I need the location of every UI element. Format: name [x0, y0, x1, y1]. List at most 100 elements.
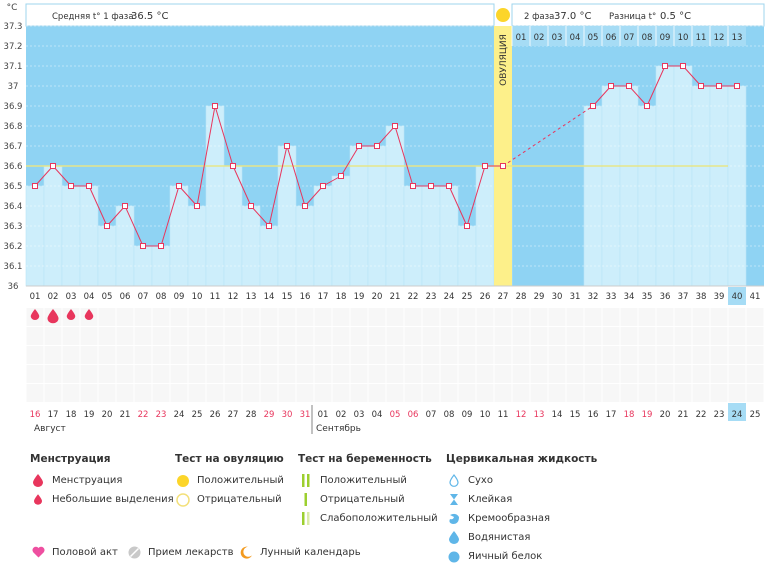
phase2-day-label: 13: [732, 33, 743, 43]
day-number-label: 21: [390, 292, 401, 302]
temp-line-segment: [196, 105, 216, 207]
annotation-cell: [98, 327, 116, 345]
annotation-cell: [278, 384, 296, 402]
annotation-cell: [692, 327, 710, 345]
annotation-cell: [656, 308, 674, 326]
temp-line-segment: [682, 65, 702, 87]
annotation-cell: [62, 384, 80, 402]
annotation-cell: [710, 308, 728, 326]
annotation-cell: [170, 384, 188, 402]
eggwhite-drop-icon: [446, 550, 462, 564]
day-number-label: 30: [552, 292, 563, 302]
annotation-cell: [188, 308, 206, 326]
day-number-label: 29: [534, 292, 545, 302]
annotation-cell: [170, 308, 188, 326]
annotation-cell: [224, 365, 242, 383]
annotation-cell: [566, 327, 584, 345]
date-label: 26: [210, 410, 221, 420]
annotation-cell: [206, 365, 224, 383]
date-label: 01: [318, 410, 329, 420]
annotation-cell: [422, 384, 440, 402]
current-day-highlight: [728, 287, 746, 305]
annotation-cell: [296, 327, 314, 345]
single-line-icon: [298, 493, 314, 507]
annotation-cell: [314, 384, 332, 402]
annotation-cell: [638, 346, 656, 364]
annotation-cell: [206, 327, 224, 345]
day-number-label: 23: [426, 292, 437, 302]
legend-item-sticky: Клейкая: [446, 490, 597, 509]
annotation-cell: [98, 384, 116, 402]
annotation-cell: [440, 346, 458, 364]
annotation-cell: [674, 384, 692, 402]
annotation-cell: [134, 384, 152, 402]
temp-bar: [331, 175, 351, 287]
day-number-label: 15: [282, 292, 293, 302]
annotation-cell: [116, 384, 134, 402]
day-number-label: 41: [750, 292, 761, 302]
legend-item-creamy: Кремообразная: [446, 509, 597, 528]
annotation-cell: [134, 308, 152, 326]
annotation-cell: [386, 365, 404, 383]
annotation-cell: [404, 346, 422, 364]
annotation-cell: [602, 365, 620, 383]
month-label: Август: [34, 424, 66, 434]
day-number-label: 22: [408, 292, 419, 302]
annotation-cell: [620, 308, 638, 326]
annotation-cell: [422, 365, 440, 383]
annotation-cell: [530, 365, 548, 383]
ovulation-label: ОВУЛЯЦИЯ: [499, 34, 509, 86]
date-label: 10: [480, 410, 491, 420]
annotation-cell: [728, 308, 746, 326]
annotation-cell: [602, 327, 620, 345]
temp-point: [68, 183, 74, 189]
temp-line-segment: [448, 185, 468, 227]
legend-label: Кремообразная: [468, 513, 551, 524]
phase2-label: 2 фаза: [524, 12, 554, 22]
annotation-cell: [242, 384, 260, 402]
temp-line-segment: [178, 185, 198, 207]
day-number-label: 35: [642, 292, 653, 302]
annotation-cell: [386, 308, 404, 326]
annotation-cell: [332, 308, 350, 326]
annotation-cell: [584, 308, 602, 326]
phase1-avg-value: 36.5 °С: [131, 11, 168, 22]
phase2-day-label: 09: [660, 33, 671, 43]
annotation-cell: [530, 308, 548, 326]
day-number-label: 06: [120, 292, 131, 302]
phase2-value: 37.0 °С: [554, 11, 591, 22]
day-number-label: 24: [444, 292, 455, 302]
annotation-cell: [332, 346, 350, 364]
annotation-cell: [458, 346, 476, 364]
annotation-cell: [62, 365, 80, 383]
annotation-cell: [746, 384, 764, 402]
annotation-cell: [458, 308, 476, 326]
day-number-label: 25: [462, 292, 473, 302]
annotation-cell: [26, 327, 44, 345]
day-number-label: 08: [156, 292, 167, 302]
annotation-cell: [278, 346, 296, 364]
annotation-cell: [494, 384, 512, 402]
annotation-cell: [548, 384, 566, 402]
hollow-drop-icon: [446, 474, 462, 488]
day-number-label: 04: [84, 292, 95, 302]
annotation-cell: [44, 346, 62, 364]
annotation-cell: [134, 327, 152, 345]
temp-line-segment: [340, 145, 360, 177]
annotation-cell: [476, 327, 494, 345]
annotation-cell: [44, 365, 62, 383]
annotation-cell: [476, 308, 494, 326]
legend-menstruation: Менструация Менструация Небольшие выделе…: [30, 453, 174, 509]
phase2-day-label: 08: [642, 33, 653, 43]
temp-point: [302, 203, 308, 209]
annotation-cell: [116, 308, 134, 326]
annotation-cell: [476, 384, 494, 402]
legend-cervical: Цервикальная жидкость Сухо Клейкая Кремо…: [446, 453, 597, 566]
annotation-cell: [386, 346, 404, 364]
legend-pregnancy-test: Тест на беременность Положительный Отриц…: [298, 453, 438, 528]
temp-point: [158, 243, 164, 249]
annotation-cell: [404, 384, 422, 402]
legend-item-watery: Водянистая: [446, 528, 597, 547]
current-date-highlight: [728, 403, 746, 421]
day-number-label: 38: [696, 292, 707, 302]
